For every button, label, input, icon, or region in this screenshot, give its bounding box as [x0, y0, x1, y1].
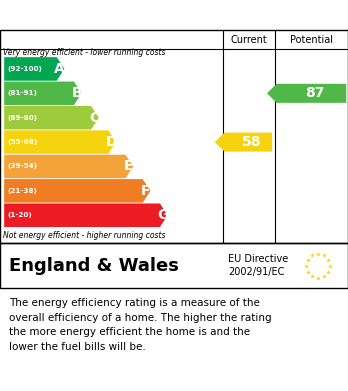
- Polygon shape: [4, 106, 99, 129]
- Polygon shape: [4, 179, 150, 203]
- Text: Potential: Potential: [290, 35, 333, 45]
- Polygon shape: [267, 84, 346, 103]
- Text: (81-91): (81-91): [7, 90, 37, 96]
- Polygon shape: [215, 133, 272, 152]
- Text: (21-38): (21-38): [7, 188, 37, 194]
- Text: C: C: [89, 111, 99, 125]
- Text: 58: 58: [242, 135, 262, 149]
- Text: The energy efficiency rating is a measure of the
overall efficiency of a home. T: The energy efficiency rating is a measur…: [9, 298, 271, 352]
- Text: G: G: [157, 208, 169, 222]
- Polygon shape: [4, 155, 133, 178]
- Text: 87: 87: [305, 86, 325, 100]
- Polygon shape: [4, 57, 64, 81]
- Text: (55-68): (55-68): [7, 139, 37, 145]
- Text: (39-54): (39-54): [7, 163, 37, 169]
- Polygon shape: [4, 82, 81, 105]
- Polygon shape: [4, 203, 168, 227]
- Text: Energy Efficiency Rating: Energy Efficiency Rating: [10, 7, 220, 23]
- Text: (1-20): (1-20): [7, 212, 32, 218]
- Text: D: D: [106, 135, 117, 149]
- Text: (92-100): (92-100): [7, 66, 42, 72]
- Text: B: B: [72, 86, 82, 100]
- Text: Not energy efficient - higher running costs: Not energy efficient - higher running co…: [3, 231, 166, 240]
- Text: A: A: [54, 62, 65, 76]
- Text: England & Wales: England & Wales: [9, 256, 179, 275]
- Polygon shape: [4, 130, 116, 154]
- Text: EU Directive
2002/91/EC: EU Directive 2002/91/EC: [228, 254, 288, 277]
- Text: Very energy efficient - lower running costs: Very energy efficient - lower running co…: [3, 48, 166, 57]
- Text: F: F: [141, 184, 151, 198]
- Text: E: E: [124, 160, 133, 174]
- Text: (69-80): (69-80): [7, 115, 37, 121]
- Text: Current: Current: [230, 35, 267, 45]
